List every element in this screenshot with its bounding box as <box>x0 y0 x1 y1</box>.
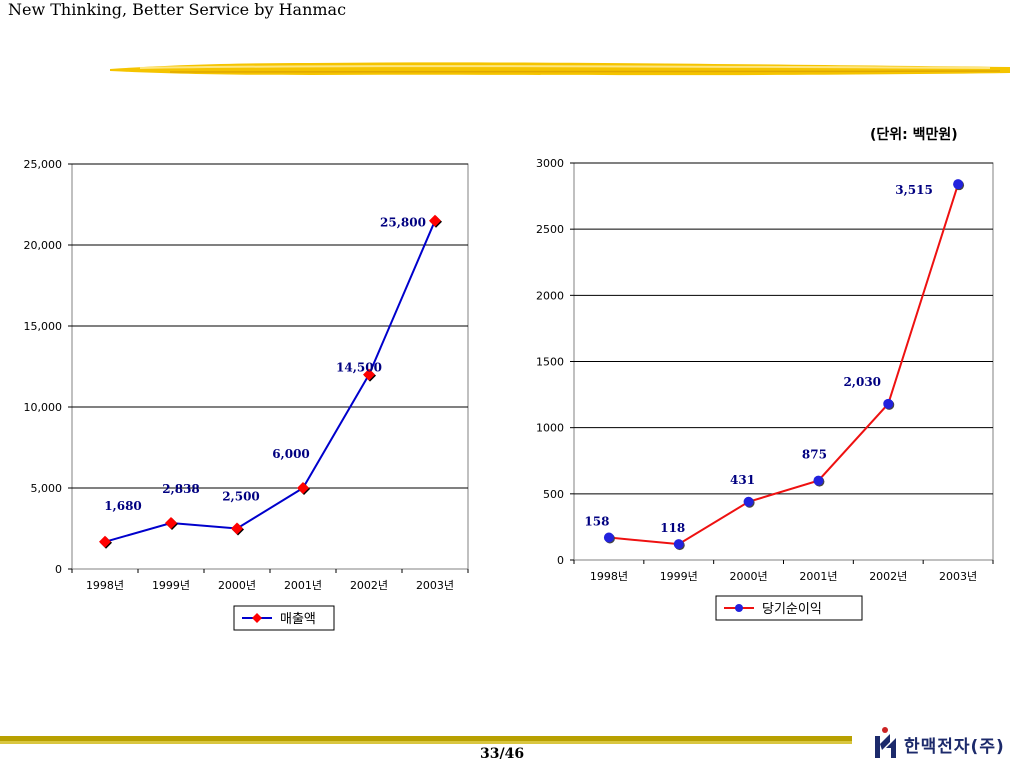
data-label: 2,030 <box>843 375 881 389</box>
x-tick-label: 1999년 <box>660 570 698 583</box>
data-label: 3,515 <box>895 183 933 197</box>
y-tick-label: 500 <box>543 488 564 501</box>
data-point <box>297 482 309 494</box>
slogan: New Thinking, Better Service by Hanmac <box>8 0 347 19</box>
x-tick-label: 1998년 <box>86 579 124 592</box>
company-logo-icon <box>875 727 896 758</box>
chart-1: 0 5,000 10,000 15,000 20,000 25,000 1998년 1999년… <box>24 158 469 631</box>
y-tick-label: 25,000 <box>24 158 63 171</box>
x-tick-label: 1998년 <box>590 570 628 583</box>
data-label: 6,000 <box>272 447 310 461</box>
data-label: 158 <box>584 515 609 529</box>
x-tick-label: 2003년 <box>939 570 977 583</box>
legend-label: 당기순이익 <box>762 602 822 617</box>
data-label: 2,838 <box>162 482 200 496</box>
y-tick-label: 1000 <box>536 422 564 435</box>
x-tick-label: 2000년 <box>218 579 256 592</box>
x-tick-label: 2000년 <box>730 570 768 583</box>
data-point <box>883 398 894 409</box>
x-tick-label: 2002년 <box>869 570 907 583</box>
series-line <box>608 183 960 546</box>
data-point <box>603 532 614 543</box>
x-tick-label: 2002년 <box>350 579 388 592</box>
chart-2: 0 500 1000 1500 2000 2500 3000 1998년 1999년 2000년 2… <box>536 157 994 621</box>
data-point <box>363 368 375 381</box>
y-tick-label: 1500 <box>536 356 564 369</box>
data-point <box>231 522 243 535</box>
data-point <box>165 517 177 530</box>
data-point <box>429 214 441 227</box>
y-tick-label: 15,000 <box>24 320 63 333</box>
legend-marker <box>252 613 262 623</box>
y-tick-label: 3000 <box>536 157 564 170</box>
y-tick-label: 10,000 <box>24 401 63 414</box>
x-tick-label: 2001년 <box>799 570 837 583</box>
data-label: 118 <box>660 521 685 535</box>
data-point <box>953 179 964 190</box>
data-label: 875 <box>802 448 827 462</box>
data-point <box>743 496 754 507</box>
x-tick-label: 2001년 <box>284 579 322 592</box>
footer-bar <box>0 736 852 744</box>
y-tick-label: 5,000 <box>31 482 63 495</box>
header-brush-stroke <box>110 62 1010 76</box>
data-point <box>813 475 824 486</box>
data-label: 1,680 <box>104 499 142 513</box>
legend-marker <box>735 604 743 612</box>
data-label: 14,500 <box>336 361 382 375</box>
unit-label: (단위: 백만원) <box>870 127 958 143</box>
x-tick-label: 2003년 <box>416 579 454 592</box>
data-label: 2,500 <box>222 490 260 504</box>
y-tick-label: 20,000 <box>24 239 63 252</box>
page-number: 33/46 <box>480 746 525 762</box>
y-tick-label: 2000 <box>536 289 564 302</box>
x-tick-label: 1999년 <box>152 579 190 592</box>
y-tick-label: 2500 <box>536 223 564 236</box>
legend-label: 매출액 <box>280 612 316 627</box>
data-point <box>673 539 684 550</box>
data-point <box>99 535 111 548</box>
y-tick-label: 0 <box>55 563 62 576</box>
data-label: 25,800 <box>380 216 426 230</box>
y-tick-label: 0 <box>557 554 564 567</box>
company-name: 한맥전자(주) <box>904 737 1005 757</box>
series-line <box>104 220 436 543</box>
data-label: 431 <box>730 473 755 487</box>
